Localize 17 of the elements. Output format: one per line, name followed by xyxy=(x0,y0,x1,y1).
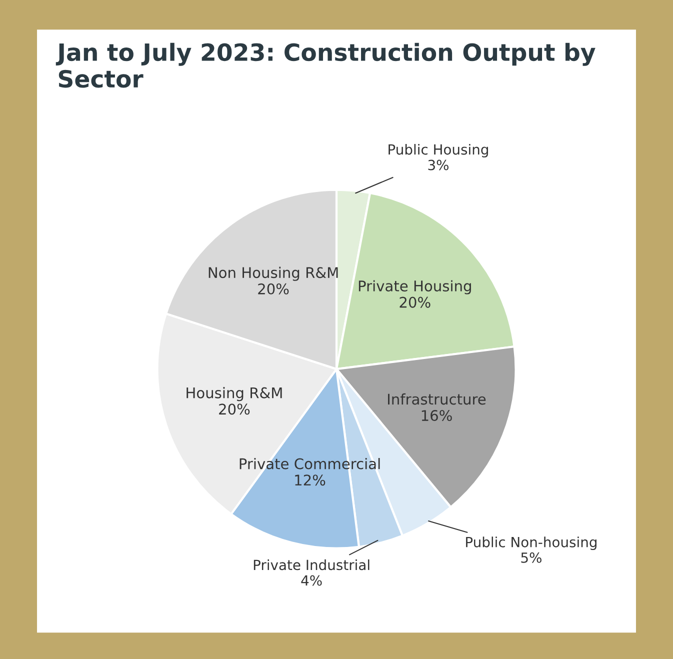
slice-label: Private Housing xyxy=(358,280,471,294)
chart-title: Jan to July 2023: Construction Output by Sector xyxy=(56,42,596,88)
slice-label: Infrastructure xyxy=(388,393,486,405)
data-label: 4% xyxy=(301,575,322,586)
slice-label: Public Housing xyxy=(388,144,488,158)
data-label: 3% xyxy=(428,160,448,170)
slice-label: Private Industrial xyxy=(254,559,370,570)
data-label: 12% xyxy=(295,474,326,486)
slice-label: Public Non-housing xyxy=(466,536,596,550)
data-label: 20% xyxy=(219,404,250,415)
data-label: 20% xyxy=(400,296,430,308)
slice-label: Private Commercial xyxy=(240,458,380,470)
data-label: 16% xyxy=(422,410,452,422)
slice-label: Housing R&M xyxy=(186,387,282,402)
data-label: 20% xyxy=(258,283,289,294)
slice-label: Non Housing R&M xyxy=(208,266,338,281)
data-label: 5% xyxy=(521,552,542,563)
